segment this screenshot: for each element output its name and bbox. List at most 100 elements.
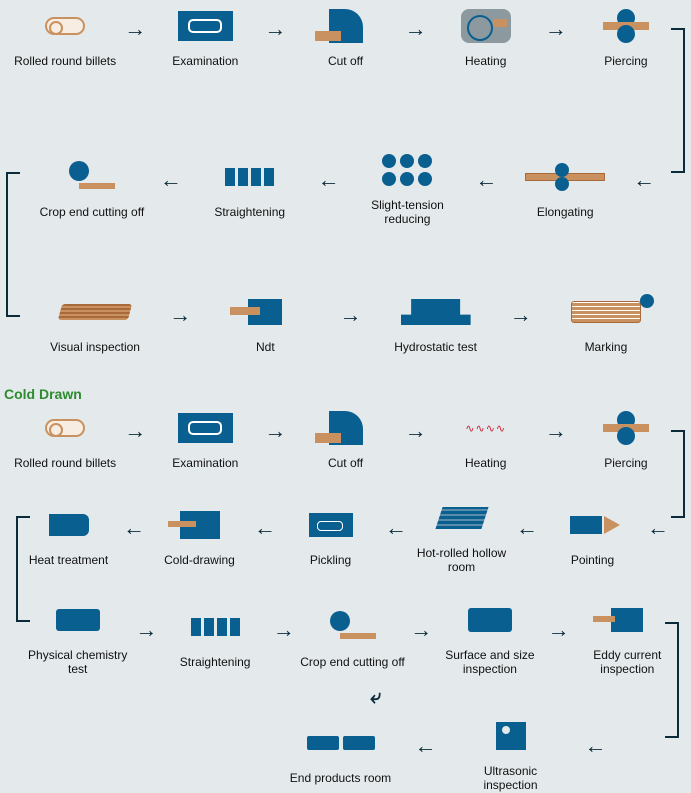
step-label: Straightening [214,205,285,219]
arrow-right-icon: → [269,617,299,643]
pointing-icon [570,505,616,545]
elongating-icon [525,157,605,197]
step-heating: Heating [431,6,541,68]
arrow-right-icon: → [541,16,571,42]
piercing-icon [603,6,649,46]
crop-icon [330,607,376,647]
exam-icon [178,6,233,46]
arrow-left-icon: ← [629,167,659,193]
step-label: Hydrostatic test [394,340,477,354]
step-surface-inspection: Surface and size inspection [436,600,543,677]
step-label: Slight-tension reducing [352,198,462,227]
step-label: Pickling [310,553,351,567]
arrow-right-icon: → [260,16,290,42]
cutoff-icon [329,6,363,46]
step-label: Visual inspection [50,340,140,354]
section-title-cold-drawn: Cold Drawn [4,386,82,402]
p1-row1: Rolled round billets → Examination → Cut… [0,6,691,68]
arrow-left-icon: ← [314,167,344,193]
ndt-icon [248,292,282,332]
step-label: Ultrasonic inspection [456,764,566,793]
step-physical-chemistry: Physical chemistry test [24,600,131,677]
step-pointing: Pointing [542,505,643,567]
arrow-left-icon: ← [250,515,280,541]
step-label: Heat treatment [29,553,108,567]
arrow-left-icon: ← [381,515,411,541]
heating-wave-icon: ∿∿∿∿ [465,408,506,448]
arrow-right-icon: → [544,617,574,643]
arrow-right-icon: → [335,302,365,328]
hydrostatic-icon [401,292,471,332]
p1-row3: Visual inspection → Ndt → Hydrostatic te… [0,292,691,354]
step-label: Cut off [328,54,363,68]
step-crop: Crop end cutting off [32,157,152,219]
arrow-right-icon: → [506,302,536,328]
visual-icon [60,292,130,332]
step-label: Elongating [537,205,594,219]
heat-treatment-icon [49,505,89,545]
arrow-left-icon: ← [156,167,186,193]
phys-chem-icon [56,600,100,640]
p2-row3: Physical chemistry test → Straightening … [0,600,691,677]
p2-row2: Heat treatment ← Cold-drawing ← Pickling… [0,498,691,575]
straightening-icon [191,607,240,647]
arrow-right-icon: → [131,617,161,643]
step-heating: ∿∿∿∿ Heating [431,408,541,470]
step-label: Marking [585,340,628,354]
step-label: Cold-drawing [164,553,235,567]
step-examination: Examination [150,6,260,68]
step-label: Crop end cutting off [40,205,145,219]
step-billets: Rolled round billets [10,6,120,68]
heating-icon [461,6,511,46]
step-examination: Examination [150,408,260,470]
step-ndt: Ndt [205,292,325,354]
step-straightening: Straightening [190,157,310,219]
step-label: Crop end cutting off [300,655,405,669]
step-label: Physical chemistry test [24,648,131,677]
step-marking: Marking [546,292,666,354]
arrow-left-icon: ← [643,515,673,541]
arrow-right-icon: → [260,418,290,444]
step-elongating: Elongating [505,157,625,219]
step-label: Rolled round billets [14,54,116,68]
step-label: Surface and size inspection [436,648,543,677]
step-label: Piercing [604,456,647,470]
step-crop: Crop end cutting off [299,607,406,669]
step-piercing: Piercing [571,408,681,470]
step-slight-tension: Slight-tension reducing [347,150,467,227]
step-label: Examination [172,456,238,470]
piercing-icon [603,408,649,448]
arrow-right-icon: → [401,418,431,444]
step-heat-treatment: Heat treatment [18,505,119,567]
arrow-right-icon: → [541,418,571,444]
arrow-right-icon: → [120,418,150,444]
arrow-left-icon: ← [119,515,149,541]
step-label: Piercing [604,54,647,68]
step-hollow: Hot-rolled hollow room [411,498,512,575]
arrow-right-icon: → [401,16,431,42]
arrow-left-icon: ← [411,733,441,759]
ultrasonic-icon [496,716,526,756]
step-label: Ndt [256,340,275,354]
exam-icon [178,408,233,448]
arrow-right-icon: → [406,617,436,643]
step-cold-drawing: Cold-drawing [149,505,250,567]
surface-icon [468,600,512,640]
straightening-icon [225,157,274,197]
step-label: Rolled round billets [14,456,116,470]
billet-icon [45,408,85,448]
cutoff-icon [329,408,363,448]
step-label: Cut off [328,456,363,470]
step-billets: Rolled round billets [10,408,120,470]
step-hydrostatic: Hydrostatic test [376,292,496,354]
p1-row2: Crop end cutting off ← Straightening ← S… [0,150,691,227]
pickling-icon [309,505,353,545]
marking-icon [571,292,641,332]
step-label: Hot-rolled hollow room [411,546,512,575]
arrow-left-icon: ← [581,733,611,759]
step-cutoff: Cut off [290,408,400,470]
step-label: Straightening [180,655,251,669]
step-straightening: Straightening [161,607,268,669]
billet-icon [45,6,85,46]
arrow-left-icon: ← [512,515,542,541]
